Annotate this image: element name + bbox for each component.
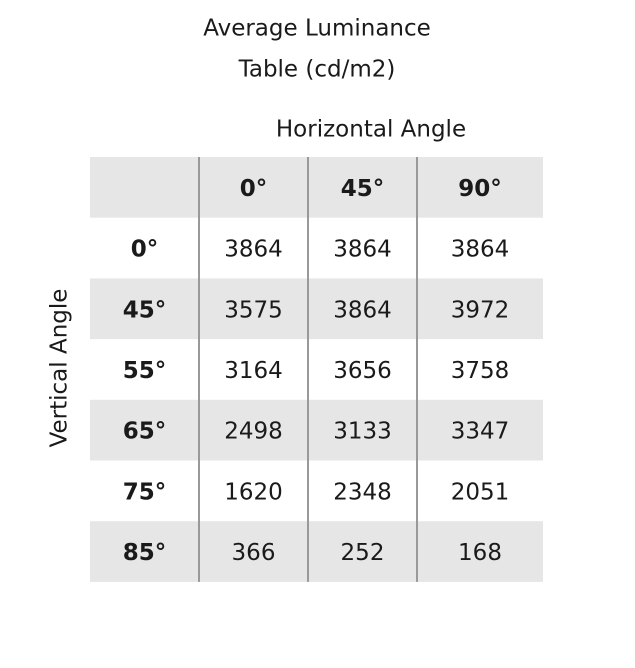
cell-value: 2051 — [451, 479, 510, 505]
cell-value: 3864 — [451, 237, 510, 263]
row-header: 75° — [123, 479, 167, 505]
cell-value: 366 — [232, 540, 276, 566]
cell-value: 3575 — [224, 297, 283, 323]
cell-value: 3864 — [333, 297, 392, 323]
cell-value: 3758 — [451, 358, 510, 384]
cell-value: 3972 — [451, 297, 510, 323]
cell-value: 2348 — [333, 479, 392, 505]
title-line: Average Luminance — [203, 16, 431, 42]
row-shade — [90, 521, 543, 582]
cell-value: 3133 — [333, 419, 392, 445]
column-axis-label: Horizontal Angle — [276, 117, 466, 143]
column-header: 0° — [240, 176, 268, 202]
row-header: 65° — [123, 419, 167, 445]
cell-value: 3864 — [333, 237, 392, 263]
title-line: Table (cd/m2) — [238, 57, 396, 83]
cell-value: 3164 — [224, 358, 283, 384]
cell-value: 168 — [458, 540, 502, 566]
cell-value: 252 — [341, 540, 385, 566]
row-header: 45° — [123, 297, 167, 323]
cell-value: 3656 — [333, 358, 392, 384]
cell-value: 3864 — [224, 237, 283, 263]
cell-value: 2498 — [224, 419, 283, 445]
row-axis-label: Vertical Angle — [47, 289, 73, 448]
cell-value: 1620 — [224, 479, 283, 505]
row-shade — [90, 278, 543, 340]
row-shade — [90, 399, 543, 461]
row-header: 85° — [123, 540, 167, 566]
row-header: 0° — [131, 237, 159, 263]
cell-value: 3347 — [451, 419, 510, 445]
row-header: 55° — [123, 358, 167, 384]
column-header: 90° — [458, 176, 502, 202]
column-header: 45° — [341, 176, 385, 202]
row-shade — [90, 157, 543, 218]
